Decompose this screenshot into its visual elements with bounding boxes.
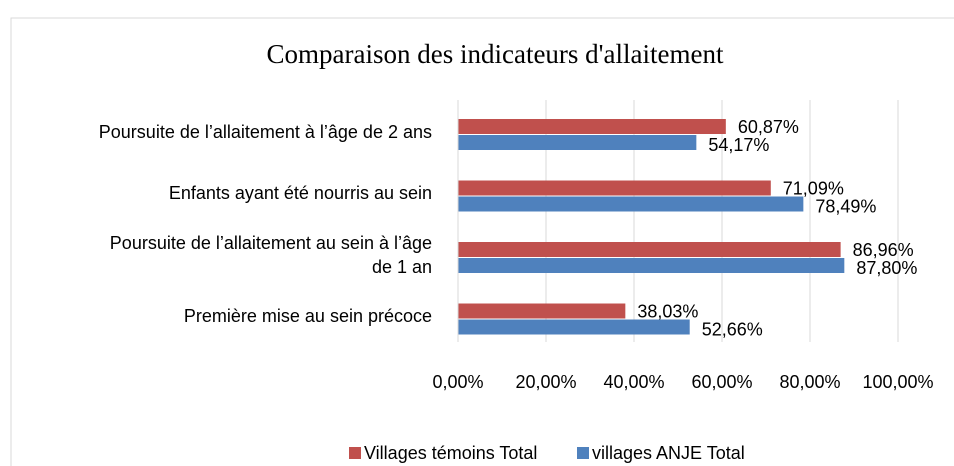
bar: [458, 180, 771, 196]
x-tick-label: 0,00%: [432, 372, 483, 392]
data-label: 71,09%: [783, 178, 844, 198]
y-tick-label: Poursuite de l’allaitement au sein à l’â…: [109, 232, 432, 277]
legend-label: Villages témoins Total: [364, 443, 537, 463]
x-tick-label: 100,00%: [862, 372, 933, 392]
legend-swatch: [577, 447, 589, 459]
chart-title: Comparaison des indicateurs d'allaitemen…: [267, 39, 724, 69]
data-label: 86,96%: [853, 240, 914, 260]
y-tick-label: Enfants ayant été nourris au sein: [168, 183, 432, 204]
x-tick-label: 20,00%: [515, 372, 576, 392]
y-tick-label: Poursuite de l’allaitement à l’âge de 2 …: [98, 121, 432, 142]
bar: [458, 258, 845, 273]
chart-border: [10, 17, 954, 466]
x-tick-label: 80,00%: [779, 372, 840, 392]
legend-swatch: [349, 447, 361, 459]
data-label: 52,66%: [702, 319, 763, 339]
x-tick-label: 40,00%: [603, 372, 664, 392]
bar: [458, 119, 726, 134]
data-label: 87,80%: [856, 258, 917, 278]
data-label: 78,49%: [815, 196, 876, 216]
data-label: 38,03%: [637, 301, 698, 321]
bar: [458, 196, 804, 212]
data-label: 60,87%: [738, 117, 799, 137]
bar: [458, 242, 841, 257]
bar: [458, 135, 697, 150]
legend-label: villages ANJE Total: [592, 443, 745, 463]
y-tick-label: Première mise au sein précoce: [183, 306, 432, 327]
bar: [458, 319, 690, 335]
data-label: 54,17%: [708, 135, 769, 155]
bar: [458, 303, 626, 319]
x-tick-label: 60,00%: [691, 372, 752, 392]
